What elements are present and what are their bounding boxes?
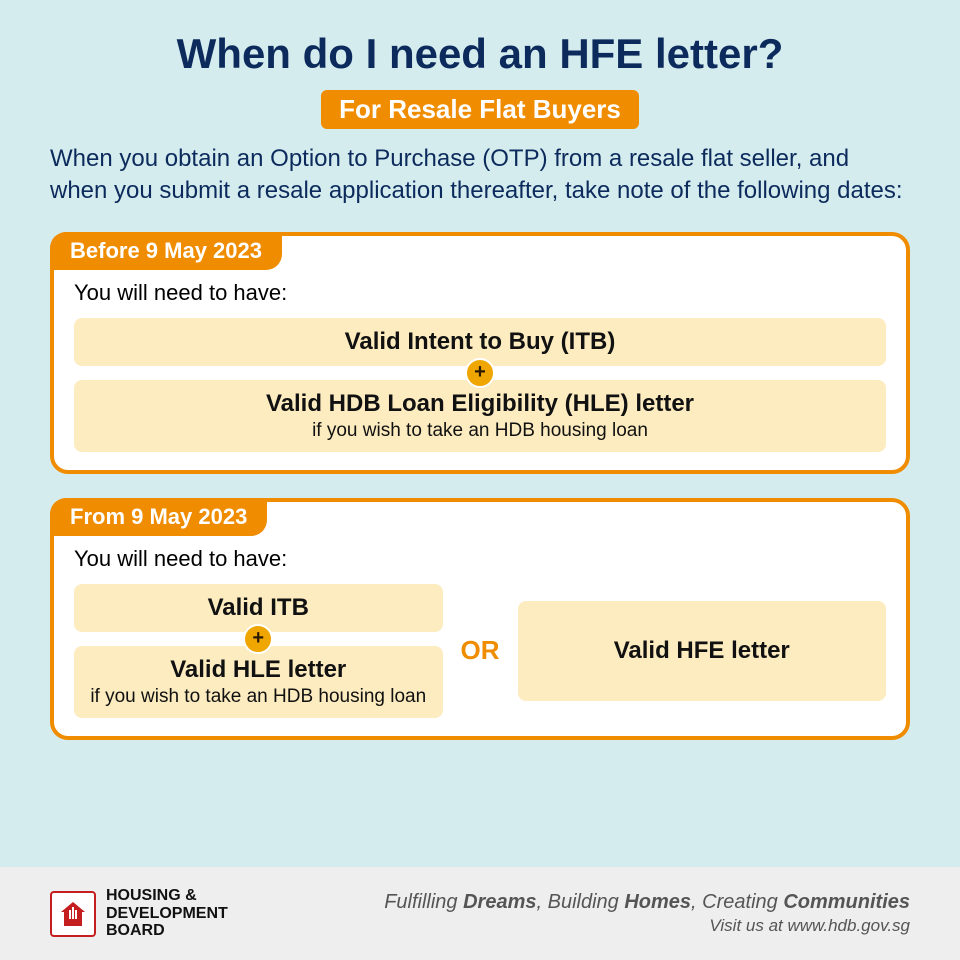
page-title: When do I need an HFE letter? <box>50 30 910 78</box>
req-card-hfe: Valid HFE letter <box>518 601 887 701</box>
t: , Creating <box>691 891 783 913</box>
tb: Homes <box>624 891 691 913</box>
content-area: When do I need an HFE letter? For Resale… <box>0 0 960 867</box>
hdb-icon <box>50 891 96 937</box>
intro-text: When you obtain an Option to Purchase (O… <box>50 143 910 208</box>
org-line: DEVELOPMENT <box>106 905 228 923</box>
logo: HOUSING & DEVELOPMENT BOARD <box>50 887 228 940</box>
logo-text: HOUSING & DEVELOPMENT BOARD <box>106 887 228 940</box>
tagline-main: Fulfilling Dreams, Building Homes, Creat… <box>384 891 910 914</box>
req-label: Valid ITB <box>90 594 427 622</box>
plus-icon: + <box>465 358 495 388</box>
box-tag: Before 9 May 2023 <box>50 232 282 270</box>
req-card-hle: Valid HLE letter if you wish to take an … <box>74 646 443 718</box>
need-text: You will need to have: <box>74 546 886 572</box>
box-before: Before 9 May 2023 You will need to have:… <box>50 232 910 474</box>
or-label: OR <box>461 635 500 666</box>
plus-icon: + <box>243 624 273 654</box>
req-label: Valid HLE letter <box>90 656 427 684</box>
tagline: Fulfilling Dreams, Building Homes, Creat… <box>384 891 910 936</box>
subtitle-badge: For Resale Flat Buyers <box>321 90 639 129</box>
box-from: From 9 May 2023 You will need to have: V… <box>50 498 910 740</box>
tb: Dreams <box>463 891 536 913</box>
need-text: You will need to have: <box>74 280 886 306</box>
requirement-stack: Valid Intent to Buy (ITB) + Valid HDB Lo… <box>74 318 886 452</box>
req-sublabel: if you wish to take an HDB housing loan <box>90 686 427 708</box>
org-line: HOUSING & <box>106 887 228 905</box>
right-column: Valid HFE letter <box>518 601 887 701</box>
req-sublabel: if you wish to take an HDB housing loan <box>90 420 870 442</box>
tagline-url: Visit us at www.hdb.gov.sg <box>384 916 910 936</box>
left-column: Valid ITB + Valid HLE letter if you wish… <box>74 584 443 718</box>
box-tag: From 9 May 2023 <box>50 498 267 536</box>
req-label: Valid Intent to Buy (ITB) <box>90 328 870 356</box>
footer: HOUSING & DEVELOPMENT BOARD Fulfilling D… <box>0 867 960 960</box>
req-label: Valid HFE letter <box>534 637 871 665</box>
org-line: BOARD <box>106 922 228 940</box>
t: , Building <box>537 891 625 913</box>
req-card-hle: Valid HDB Loan Eligibility (HLE) letter … <box>74 380 886 452</box>
t: Fulfilling <box>384 891 463 913</box>
req-label: Valid HDB Loan Eligibility (HLE) letter <box>90 390 870 418</box>
tb: Communities <box>783 891 910 913</box>
requirement-row: Valid ITB + Valid HLE letter if you wish… <box>74 584 886 718</box>
